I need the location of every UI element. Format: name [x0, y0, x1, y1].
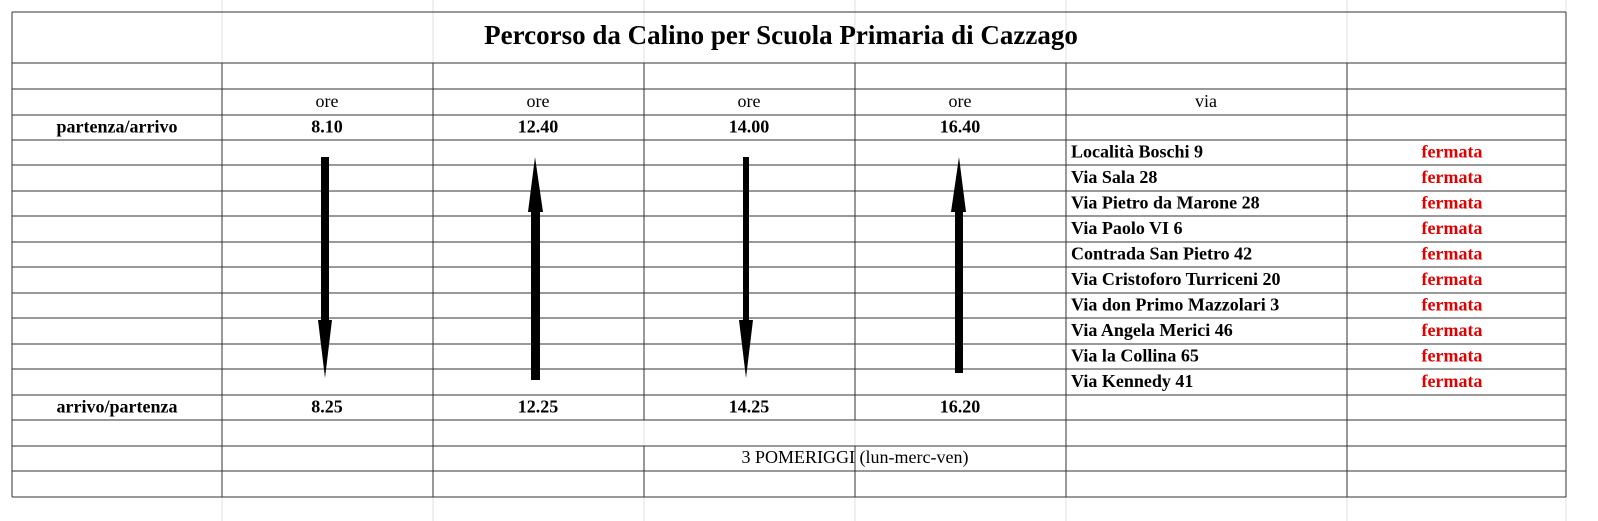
stop-status: fermata [1422, 167, 1483, 187]
arrow-up [531, 208, 540, 380]
stop-status: fermata [1422, 142, 1483, 162]
arrow-down [321, 157, 329, 325]
stop-status: fermata [1422, 218, 1483, 238]
arrow-head [951, 157, 966, 212]
column-header: ore [949, 91, 972, 111]
stop-name: Via Pietro da Marone 28 [1071, 193, 1260, 213]
column-header: ore [738, 91, 761, 111]
stop-status: fermata [1422, 193, 1483, 213]
column-header: ore [316, 91, 339, 111]
arrow-down [743, 157, 749, 325]
stop-status: fermata [1422, 371, 1483, 391]
stop-status: fermata [1422, 269, 1483, 289]
time: 14.00 [729, 117, 770, 137]
time: 16.20 [940, 397, 981, 417]
stop-name: Località Boschi 9 [1071, 142, 1203, 162]
title: Percorso da Calino per Scuola Primaria d… [484, 20, 1078, 50]
stop-name: Via Cristoforo Turriceni 20 [1071, 269, 1281, 289]
stop-status: fermata [1422, 295, 1483, 315]
arrow-head [528, 157, 543, 212]
footer: 3 POMERIGGI (lun-merc-ven) [742, 447, 969, 468]
arrow-up [955, 208, 963, 373]
row-label: partenza/arrivo [57, 117, 178, 137]
arrows [318, 157, 966, 380]
grid [11, 0, 1567, 521]
stop-name: Via don Primo Mazzolari 3 [1071, 295, 1279, 315]
stop-name: Via la Collina 65 [1071, 346, 1199, 366]
stop-name: Via Angela Merici 46 [1071, 320, 1233, 340]
time: 14.25 [729, 397, 770, 417]
arrow-head [739, 320, 753, 378]
stop-name: Contrada San Pietro 42 [1071, 244, 1252, 264]
column-header: via [1195, 91, 1217, 111]
stop-status: fermata [1422, 346, 1483, 366]
stop-status: fermata [1422, 320, 1483, 340]
column-header: ore [527, 91, 550, 111]
time: 8.10 [311, 117, 343, 137]
arrow-head [318, 320, 332, 378]
row-label: arrivo/partenza [57, 397, 178, 417]
time: 8.25 [311, 397, 343, 417]
stop-name: Via Sala 28 [1071, 167, 1157, 187]
time: 16.40 [940, 117, 981, 137]
time: 12.25 [518, 397, 559, 417]
stop-name: Via Paolo VI 6 [1071, 218, 1183, 238]
time: 12.40 [518, 117, 559, 137]
stop-name: Via Kennedy 41 [1071, 371, 1193, 391]
stop-status: fermata [1422, 244, 1483, 264]
